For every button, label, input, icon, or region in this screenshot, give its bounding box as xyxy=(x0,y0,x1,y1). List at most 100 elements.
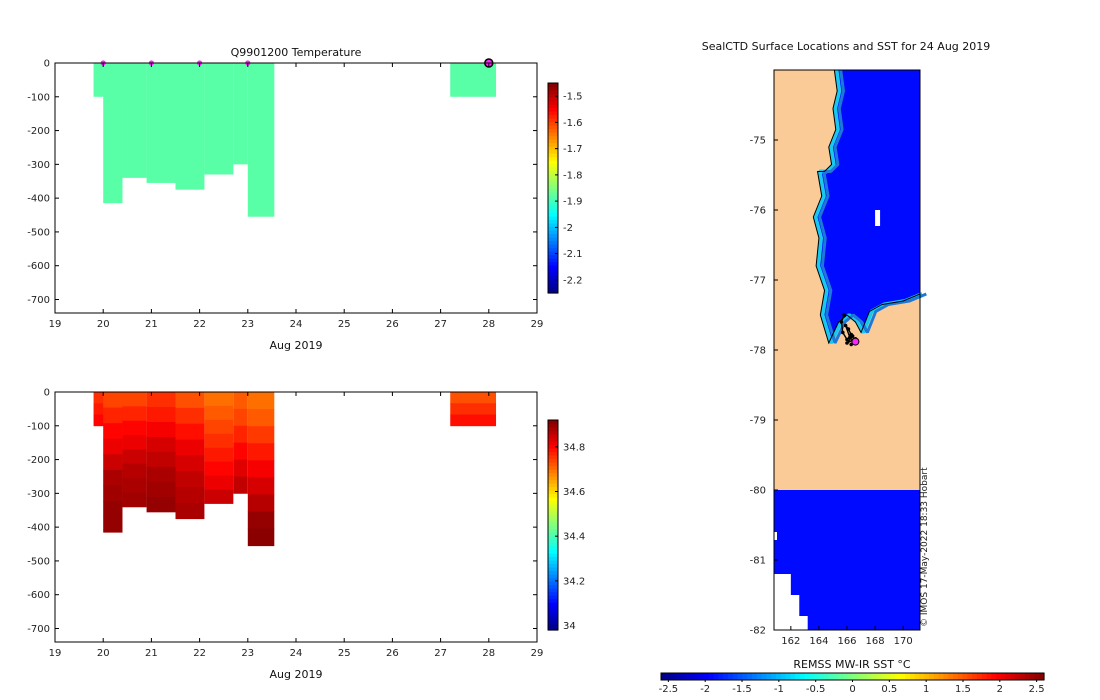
sst-colorbar-swatch xyxy=(823,673,830,680)
salinity-profile-cell xyxy=(175,455,205,472)
colorbar-swatch xyxy=(548,521,558,526)
sst-colorbar-tick-label: -0.5 xyxy=(806,684,826,695)
seal-location xyxy=(850,334,855,338)
colorbar-tick-label: 34.4 xyxy=(563,532,585,543)
seal-location xyxy=(843,323,848,328)
map-y-tick-label: -77 xyxy=(750,276,766,287)
colorbar-swatch xyxy=(548,244,558,249)
sst-colorbar-tick-label: 2 xyxy=(997,684,1003,695)
salinity-profile-cell xyxy=(103,392,123,408)
colorbar-swatch xyxy=(548,132,558,137)
no-data-area xyxy=(774,574,808,630)
temperature-profile-cell xyxy=(450,63,497,97)
sst-colorbar-swatch xyxy=(775,673,782,680)
colorbar-swatch xyxy=(548,563,558,568)
temperature-colorbar: -1.5 -1.6 -1.7 -1.8 -1.9 -2 -2.1 -2.2 xyxy=(547,82,583,294)
colorbar-swatch xyxy=(548,486,558,491)
sst-colorbar-swatch xyxy=(1015,673,1021,680)
salinity-profile-cell xyxy=(122,406,147,422)
colorbar-swatch xyxy=(548,202,558,207)
sea-ice-gap xyxy=(875,210,881,226)
colorbar-swatch xyxy=(548,605,558,610)
sst-colorbar-swatch xyxy=(886,673,892,680)
map-y-tick-label: -76 xyxy=(750,206,766,217)
sst-colorbar-swatch xyxy=(981,673,988,680)
sst-colorbar-swatch xyxy=(933,673,940,680)
salinity-profile-cell xyxy=(103,454,123,471)
no-data-speck xyxy=(774,532,777,540)
x-tick-label: 20 xyxy=(97,319,110,330)
salinity-profile-cell xyxy=(247,477,275,495)
sst-colorbar-swatch xyxy=(895,673,901,680)
colorbar-swatch xyxy=(548,455,558,460)
sst-colorbar-swatch xyxy=(929,673,935,680)
sst-colorbar-swatch xyxy=(665,673,672,680)
x-tick-label: 19 xyxy=(49,648,62,659)
salinity-profile-cell xyxy=(204,433,234,449)
colorbar-swatch xyxy=(548,149,558,154)
sst-colorbar-tick-label: 1 xyxy=(923,684,929,695)
sst-colorbar-swatch xyxy=(761,673,767,680)
sst-colorbar-swatch xyxy=(842,673,849,680)
sst-colorbar-swatch xyxy=(747,673,753,680)
salinity-profile-cell xyxy=(233,408,248,427)
sst-colorbar-swatch xyxy=(684,673,691,680)
sst-colorbar-swatch xyxy=(718,673,724,680)
sst-colorbar-swatch xyxy=(675,673,681,680)
sst-colorbar-swatch xyxy=(862,673,868,680)
x-tick-label: 23 xyxy=(241,319,254,330)
salinity-profile-cell xyxy=(146,466,176,483)
colorbar-swatch xyxy=(548,195,558,200)
x-tick-label: 28 xyxy=(482,648,495,659)
salinity-profile-cell xyxy=(103,516,123,533)
salinity-profile-cell xyxy=(175,392,205,409)
colorbar-swatch xyxy=(548,626,558,631)
colorbar-swatch xyxy=(548,114,558,119)
salinity-profile-cell xyxy=(146,421,176,438)
sst-colorbar-swatch xyxy=(751,673,758,680)
colorbar-frame xyxy=(547,419,559,631)
colorbar-swatch xyxy=(548,441,558,446)
salinity-profile-cell xyxy=(204,461,234,477)
sst-colorbar-swatch xyxy=(1039,673,1045,680)
salinity-profile-cell xyxy=(175,439,205,456)
colorbar-swatch xyxy=(548,188,558,193)
sst-colorbar-swatch xyxy=(991,673,997,680)
sst-colorbar-swatch xyxy=(704,673,710,680)
colorbar-tick-label: 34.2 xyxy=(563,576,585,587)
y-tick-label: -200 xyxy=(27,455,50,466)
temperature-profile-cell xyxy=(103,63,123,204)
y-tick-label: -400 xyxy=(27,194,50,205)
colorbar-swatch xyxy=(548,619,558,624)
colorbar-swatch xyxy=(548,90,558,95)
colorbar-swatch xyxy=(548,146,558,151)
sst-colorbar-swatch xyxy=(838,673,844,680)
colorbar-swatch xyxy=(548,472,558,477)
sst-colorbar-tick-label: -1 xyxy=(774,684,784,695)
temperature-title: Q9901200 Temperature xyxy=(231,46,362,59)
sst-colorbar-swatch xyxy=(790,673,796,680)
sst-colorbar-swatch xyxy=(766,673,772,680)
colorbar-swatch xyxy=(548,588,558,593)
colorbar-tick-label: 34 xyxy=(563,621,576,632)
salinity-profile-cell xyxy=(233,425,248,444)
sst-colorbar-tick-label: 2.5 xyxy=(1029,684,1045,695)
colorbar-swatch xyxy=(548,209,558,214)
sst-colorbar-swatch xyxy=(737,673,743,680)
map-y-tick-label: -81 xyxy=(750,556,766,567)
colorbar-swatch xyxy=(548,504,558,509)
colorbar-swatch xyxy=(548,623,558,628)
colorbar-swatch xyxy=(548,286,558,291)
sst-colorbar-swatch xyxy=(847,673,854,680)
y-tick-label: -600 xyxy=(27,590,50,601)
x-tick-label: 21 xyxy=(145,648,158,659)
current-seal-position xyxy=(851,337,860,346)
seal-location xyxy=(839,320,844,324)
sst-colorbar-swatch xyxy=(890,673,897,680)
y-tick-label: -100 xyxy=(27,421,50,432)
colorbar-swatch xyxy=(548,535,558,540)
temperature-profile-cell xyxy=(204,63,234,175)
salinity-profile-cell xyxy=(247,511,275,530)
y-tick-label: -100 xyxy=(27,92,50,103)
x-tick-label: 25 xyxy=(338,648,351,659)
